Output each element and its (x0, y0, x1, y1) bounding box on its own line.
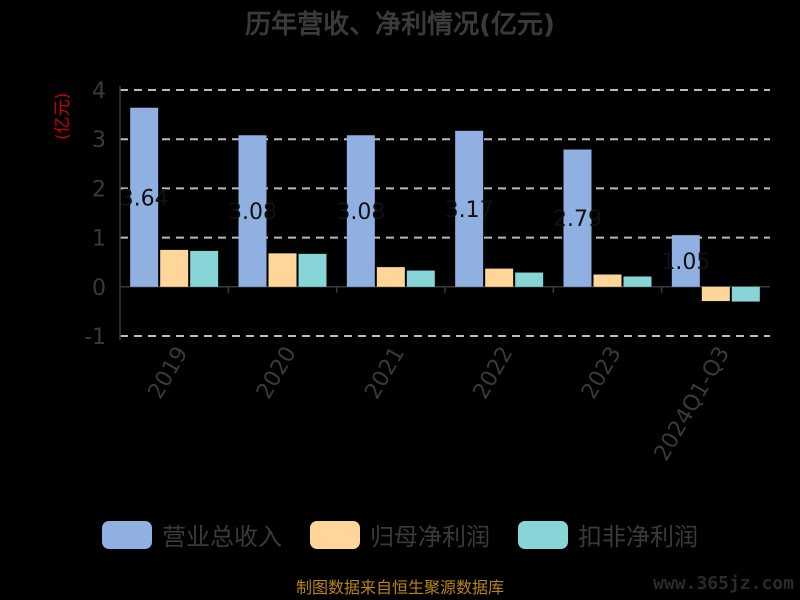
x-tick-label: 2023 (577, 343, 627, 404)
bar-营业总收入-2020 (238, 135, 267, 287)
x-tick-label: 2024Q1-Q3 (650, 343, 735, 466)
x-tick-label: 2021 (360, 343, 410, 404)
bar-value-label: 3.17 (445, 198, 494, 223)
chart-title: 历年营收、净利情况(亿元) (245, 10, 555, 40)
legend-item: 扣非净利润 (518, 517, 698, 552)
legend-swatch (518, 520, 568, 549)
x-tick-label: 2019 (144, 343, 194, 404)
y-tick-label: 0 (92, 276, 106, 301)
bar-扣非净利润-2023 (623, 276, 652, 287)
bar-value-label: 1.05 (661, 250, 710, 275)
bar-扣非净利润-2021 (406, 270, 435, 287)
bar-扣非净利润-2024Q1-Q3 (731, 286, 760, 302)
legend-item: 营业总收入 (102, 517, 282, 552)
bar-归母净利润-2024Q1-Q3 (701, 286, 730, 302)
y-tick-label: 4 (92, 79, 106, 104)
bar-扣非净利润-2019 (190, 250, 219, 287)
bar-value-label: 3.08 (228, 200, 277, 225)
bar-营业总收入-2019 (130, 107, 159, 287)
y-tick-label: 2 (92, 177, 106, 202)
x-tick-label: 2022 (469, 343, 519, 404)
bar-归母净利润-2019 (160, 249, 189, 287)
bar-扣非净利润-2022 (515, 272, 544, 287)
source-note: 制图数据来自恒生聚源数据库 (295, 578, 504, 597)
bar-value-label: 3.08 (336, 200, 385, 225)
bar-营业总收入-2024Q1-Q3 (671, 235, 700, 287)
bar-营业总收入-2022 (455, 130, 484, 287)
y-tick-label: 1 (92, 227, 106, 252)
y-tick-label: -1 (84, 325, 106, 350)
legend-swatch (310, 520, 360, 549)
legend-item: 归母净利润 (310, 517, 490, 552)
bar-营业总收入-2021 (346, 135, 375, 287)
bar-归母净利润-2021 (376, 267, 405, 287)
x-tick-label: 2020 (252, 343, 302, 404)
watermark: www.365jz.com (653, 573, 794, 594)
bar-营业总收入-2023 (563, 149, 592, 287)
legend-label: 扣非净利润 (578, 523, 698, 551)
legend-label: 归母净利润 (370, 523, 490, 551)
bar-归母净利润-2020 (268, 253, 297, 287)
bar-value-label: 2.79 (553, 207, 602, 232)
chart-legend: 营业总收入 归母净利润 扣非净利润 (0, 517, 800, 552)
legend-label: 营业总收入 (162, 523, 282, 551)
bar-value-label: 3.64 (120, 186, 169, 211)
bar-归母净利润-2022 (485, 268, 514, 287)
bar-归母净利润-2023 (593, 274, 622, 287)
y-tick-label: 3 (92, 128, 106, 153)
bar-扣非净利润-2020 (298, 253, 327, 287)
legend-swatch (102, 520, 152, 549)
